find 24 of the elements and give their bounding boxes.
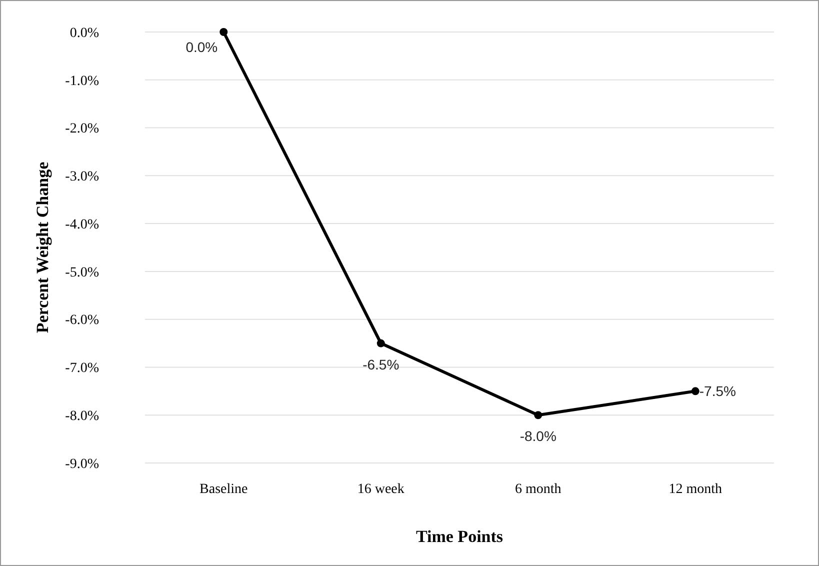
- data-label: -8.0%: [520, 428, 556, 444]
- point: [376, 339, 385, 348]
- point: [534, 411, 542, 420]
- point: [220, 28, 228, 36]
- y-tick-label: 0.0%: [70, 26, 100, 41]
- x-axis-title: Time Points: [416, 527, 504, 546]
- point: [691, 387, 700, 396]
- x-tick-label: 6 month: [514, 482, 562, 497]
- x-tick-label: Baseline: [200, 482, 248, 497]
- y-tick-label: -9.0%: [65, 456, 100, 472]
- y-tick-label: -6.0%: [65, 313, 100, 328]
- y-tick-label: -2.0%: [65, 122, 100, 137]
- y-tick-label: -8.0%: [65, 409, 100, 424]
- data-label: 0.0%: [186, 39, 218, 55]
- x-tick-label: 16 week: [357, 482, 404, 497]
- x-tick-label: 12 month: [668, 482, 722, 497]
- y-tick-label: -3.0%: [65, 170, 100, 185]
- y-tick-label: -5.0%: [65, 265, 100, 280]
- y-axis-title: Percent Weight Change: [33, 161, 52, 334]
- data-label: -7.5%: [699, 383, 736, 400]
- y-tick-label: -4.0%: [65, 217, 100, 232]
- y-tick-label: -7.0%: [65, 361, 100, 376]
- y-tick-label: -1.0%: [65, 74, 100, 89]
- data-label: -6.5%: [362, 356, 400, 372]
